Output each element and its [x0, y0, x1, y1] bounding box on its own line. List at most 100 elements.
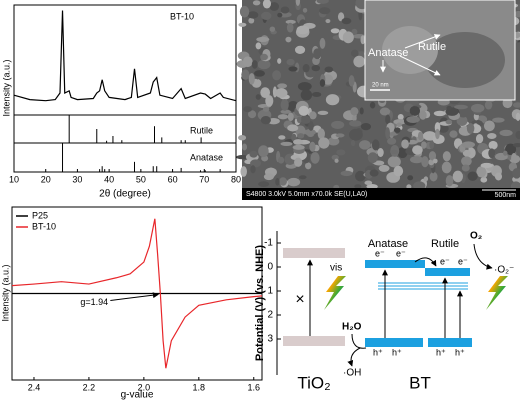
scale-label: 500nm [495, 192, 517, 199]
forbidden-mark: × [295, 291, 304, 308]
sem-info: S4800 3.0kV 5.0mm x70.0k SE(U,LA0) [246, 191, 367, 198]
x-axis-label: g-value [121, 390, 154, 400]
grain [503, 150, 508, 156]
species: H₂O [342, 322, 362, 333]
grain [272, 70, 282, 81]
grain [396, 122, 402, 127]
grain [239, 5, 250, 18]
arrow [404, 34, 441, 49]
annotation-arrow [110, 292, 159, 301]
grain [515, 112, 520, 121]
grain [241, 143, 248, 151]
grain [421, 156, 429, 168]
grain [288, 66, 298, 72]
material-label: TiO₂ [297, 373, 330, 392]
grain [401, 139, 409, 149]
grain [296, 25, 310, 35]
data-line [11, 218, 263, 369]
grain [313, 48, 322, 60]
valence-band [283, 336, 345, 346]
grain [412, 145, 423, 155]
grain [377, 148, 384, 157]
grain [348, 75, 355, 87]
grain [285, 36, 292, 43]
grain [461, 164, 470, 172]
axis-label: Potential (V) (vs. NHE) [254, 245, 266, 361]
grain [393, 127, 401, 133]
y-tick-label: 1 [267, 286, 273, 297]
grain [492, 117, 505, 123]
grain [250, 165, 256, 174]
grain [514, 10, 520, 18]
grain [350, 139, 356, 147]
grain [316, 0, 329, 4]
grain [248, 110, 257, 119]
grain [446, 105, 452, 111]
grain [260, 87, 271, 98]
grain [280, 109, 291, 114]
grain [258, 181, 270, 187]
grain [350, 107, 359, 116]
species: O₂ [470, 231, 482, 242]
grain [476, 166, 487, 178]
grain [435, 128, 440, 140]
grain [409, 156, 424, 164]
grain [262, 0, 272, 9]
grain [297, 133, 305, 139]
x-tick-label: 30 [72, 174, 82, 184]
x-tick-label: 80 [231, 174, 241, 184]
grain [280, 6, 290, 14]
y-tick-label: -1 [264, 238, 273, 249]
grain [294, 157, 303, 167]
annotation: g=1.94 [80, 297, 108, 307]
grain [487, 133, 497, 139]
grain [397, 114, 404, 120]
grain [293, 139, 304, 145]
grain [512, 143, 520, 148]
grain [319, 7, 331, 15]
grain [407, 175, 414, 181]
grain [512, 102, 520, 108]
x-tick-label: 1.8 [193, 382, 206, 392]
grain [512, 168, 520, 179]
grain [385, 127, 390, 140]
grain [488, 140, 498, 150]
x-tick-label: 20 [41, 174, 51, 184]
grain [317, 110, 329, 115]
grain [378, 164, 390, 172]
grain [269, 26, 276, 32]
grain [280, 99, 289, 111]
grain [475, 133, 484, 144]
grain [369, 169, 379, 177]
grain [505, 143, 517, 155]
x-tick-label: 2.2 [83, 382, 96, 392]
grain [286, 58, 295, 66]
grain [322, 74, 334, 85]
y-tick-label: 0 [267, 262, 273, 273]
grain [480, 177, 488, 183]
grain [238, 134, 247, 141]
grain [278, 156, 285, 164]
grain [260, 53, 268, 61]
grain [433, 110, 446, 117]
scale-label: 20 nm [372, 83, 389, 89]
grain [325, 19, 331, 24]
grain [336, 149, 346, 156]
grain [310, 152, 320, 164]
grain [470, 103, 485, 113]
grain [341, 17, 352, 25]
electron: e⁻ [396, 248, 406, 258]
x-axis-label: 2θ (degree) [99, 189, 151, 200]
grain [302, 63, 310, 73]
grain [291, 133, 297, 142]
grain [238, 22, 247, 27]
grain [247, 11, 259, 19]
grain [406, 116, 420, 123]
grain [252, 0, 261, 6]
arrow [473, 243, 493, 270]
grain [449, 130, 458, 138]
grain [387, 137, 397, 145]
grain [461, 141, 475, 148]
grain [295, 0, 301, 6]
grain [319, 79, 326, 87]
